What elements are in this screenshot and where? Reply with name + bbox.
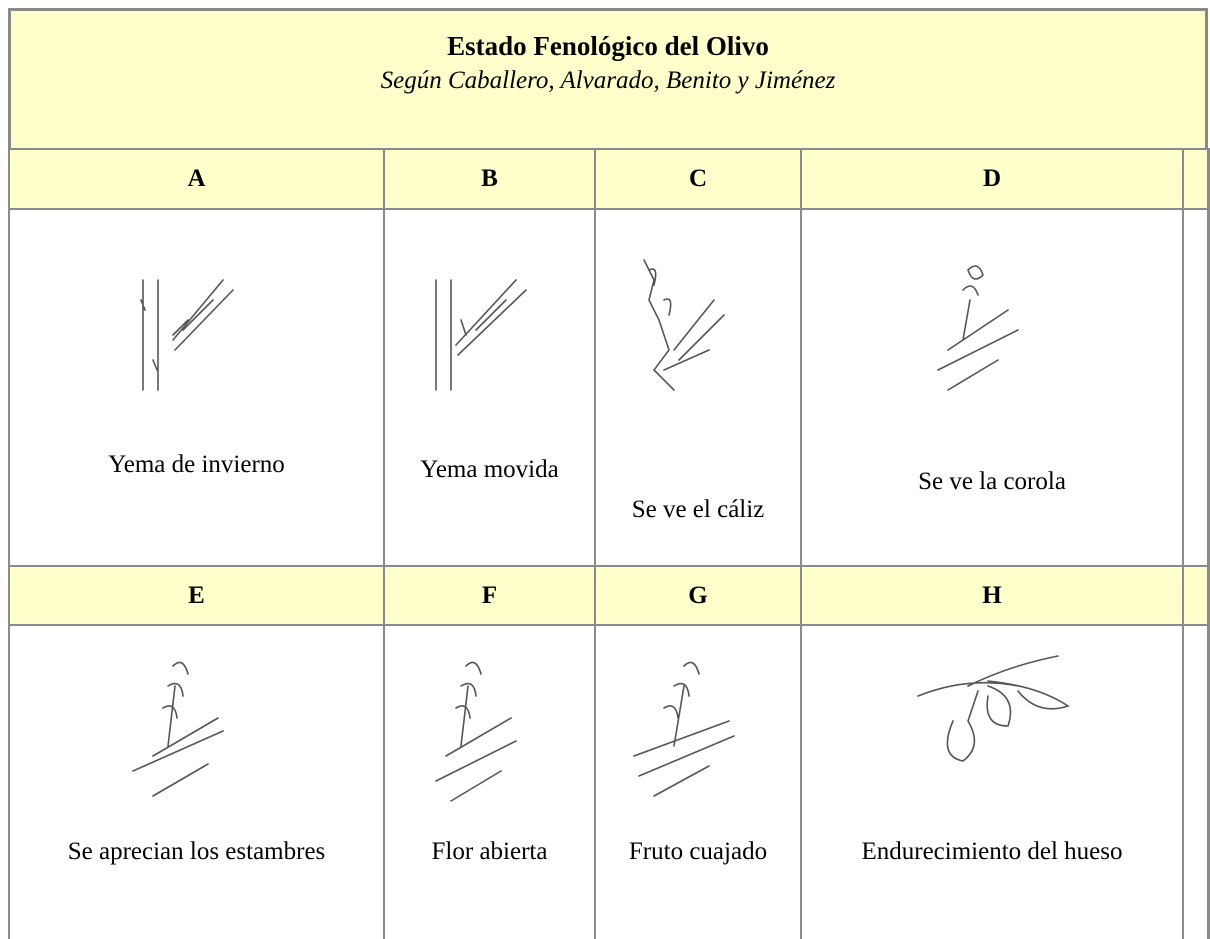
- image-cell: Yema movida: [383, 208, 596, 567]
- header-cell: [1182, 565, 1210, 626]
- header-cell: D: [800, 148, 1184, 210]
- image-cell: Fruto cuajado: [594, 624, 802, 939]
- header-cell: F: [383, 565, 596, 626]
- stage-caption: Se aprecian los estambres: [67, 838, 326, 865]
- stage-caption: Se ve la corola: [918, 468, 1066, 495]
- image-cell: Endurecimiento del hueso: [800, 624, 1184, 939]
- olive-sketch: [139, 279, 234, 391]
- stage-letter: H: [982, 582, 1002, 609]
- sketch-stroke: [131, 661, 224, 797]
- sketch-stroke: [139, 279, 234, 391]
- image-cell: Yema de invierno: [8, 208, 385, 567]
- stage-caption: Fruto cuajado: [628, 838, 768, 865]
- header-cell: [1182, 148, 1210, 210]
- stage-caption: Yema movida: [420, 456, 559, 483]
- image-cell: Se aprecian los estambres: [8, 624, 385, 939]
- header-cell: A: [8, 148, 385, 210]
- stage-letter: C: [688, 165, 708, 192]
- header-cell: H: [800, 565, 1184, 626]
- stage-caption: Endurecimiento del hueso: [861, 838, 1123, 865]
- stage-letter: D: [982, 165, 1002, 192]
- stage-letter: F: [481, 582, 498, 609]
- header-cell: B: [383, 148, 596, 210]
- stage-letter: A: [187, 165, 206, 192]
- stage-caption: Flor abierta: [431, 838, 548, 865]
- title: Estado Fenológico del Olivo: [447, 31, 769, 61]
- sketch-stroke: [937, 265, 1019, 391]
- image-cell: Flor abierta: [383, 624, 596, 939]
- olive-sketch: [131, 661, 224, 797]
- image-cell: [1182, 624, 1210, 939]
- olive-sketch: [937, 265, 1019, 391]
- stage-letter: G: [688, 582, 708, 609]
- title-cell: Estado Fenológico del Olivo Según Caball…: [8, 8, 1208, 150]
- olive-sketch: [917, 655, 1070, 762]
- sketch-stroke: [434, 279, 527, 391]
- sketch-stroke: [633, 661, 735, 797]
- sketch-stroke: [917, 655, 1070, 762]
- stage-letter: E: [188, 582, 205, 609]
- olive-sketch: [633, 661, 735, 797]
- sketch-stroke: [434, 661, 517, 802]
- stage-letter: B: [481, 165, 498, 192]
- olive-sketch: [643, 259, 725, 391]
- sketch-stroke: [643, 259, 725, 391]
- header-cell: E: [8, 565, 385, 626]
- image-cell: [1182, 208, 1210, 567]
- olive-sketch: [434, 279, 527, 391]
- header-cell: C: [594, 148, 802, 210]
- stage-caption: Se ve el cáliz: [631, 496, 765, 523]
- olive-sketch: [434, 661, 517, 802]
- image-cell: Se ve la corola: [800, 208, 1184, 567]
- image-cell: Se ve el cáliz: [594, 208, 802, 567]
- subtitle: Según Caballero, Alvarado, Benito y Jimé…: [380, 67, 836, 94]
- stage-caption: Yema de invierno: [108, 451, 285, 478]
- header-cell: G: [594, 565, 802, 626]
